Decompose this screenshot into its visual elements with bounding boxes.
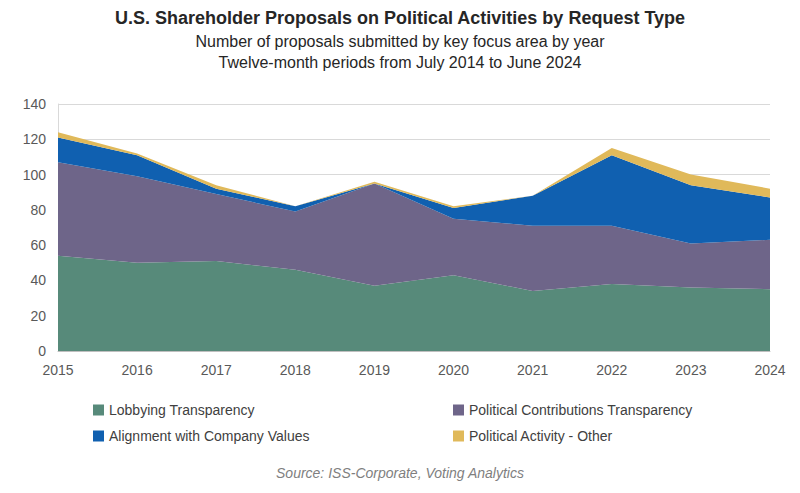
svg-text:2015: 2015 — [42, 362, 73, 378]
svg-text:60: 60 — [30, 237, 46, 253]
svg-text:2016: 2016 — [122, 362, 153, 378]
svg-text:Political Contributions Transp: Political Contributions Transparency — [469, 402, 692, 418]
svg-text:2024: 2024 — [754, 362, 785, 378]
svg-text:140: 140 — [23, 96, 47, 112]
svg-text:Number of proposals submitted: Number of proposals submitted by key foc… — [195, 33, 605, 50]
svg-text:80: 80 — [30, 202, 46, 218]
svg-text:U.S. Shareholder Proposals on: U.S. Shareholder Proposals on Political … — [115, 8, 685, 28]
svg-text:2023: 2023 — [675, 362, 706, 378]
svg-text:2017: 2017 — [201, 362, 232, 378]
svg-text:2021: 2021 — [517, 362, 548, 378]
svg-text:2018: 2018 — [280, 362, 311, 378]
svg-text:2020: 2020 — [438, 362, 469, 378]
svg-text:Lobbying Transparency: Lobbying Transparency — [109, 402, 255, 418]
svg-text:Source: ISS-Corporate, Voting: Source: ISS-Corporate, Voting Analytics — [276, 465, 524, 481]
svg-text:Twelve-month periods from July: Twelve-month periods from July 2014 to J… — [219, 54, 582, 71]
svg-text:2022: 2022 — [596, 362, 627, 378]
svg-text:40: 40 — [30, 272, 46, 288]
svg-text:120: 120 — [23, 131, 47, 147]
svg-text:Political Activity - Other: Political Activity - Other — [469, 428, 612, 444]
svg-text:100: 100 — [23, 167, 47, 183]
svg-text:2019: 2019 — [359, 362, 390, 378]
svg-text:20: 20 — [30, 308, 46, 324]
svg-text:Alignment with Company Values: Alignment with Company Values — [109, 428, 310, 444]
svg-text:0: 0 — [38, 343, 46, 359]
